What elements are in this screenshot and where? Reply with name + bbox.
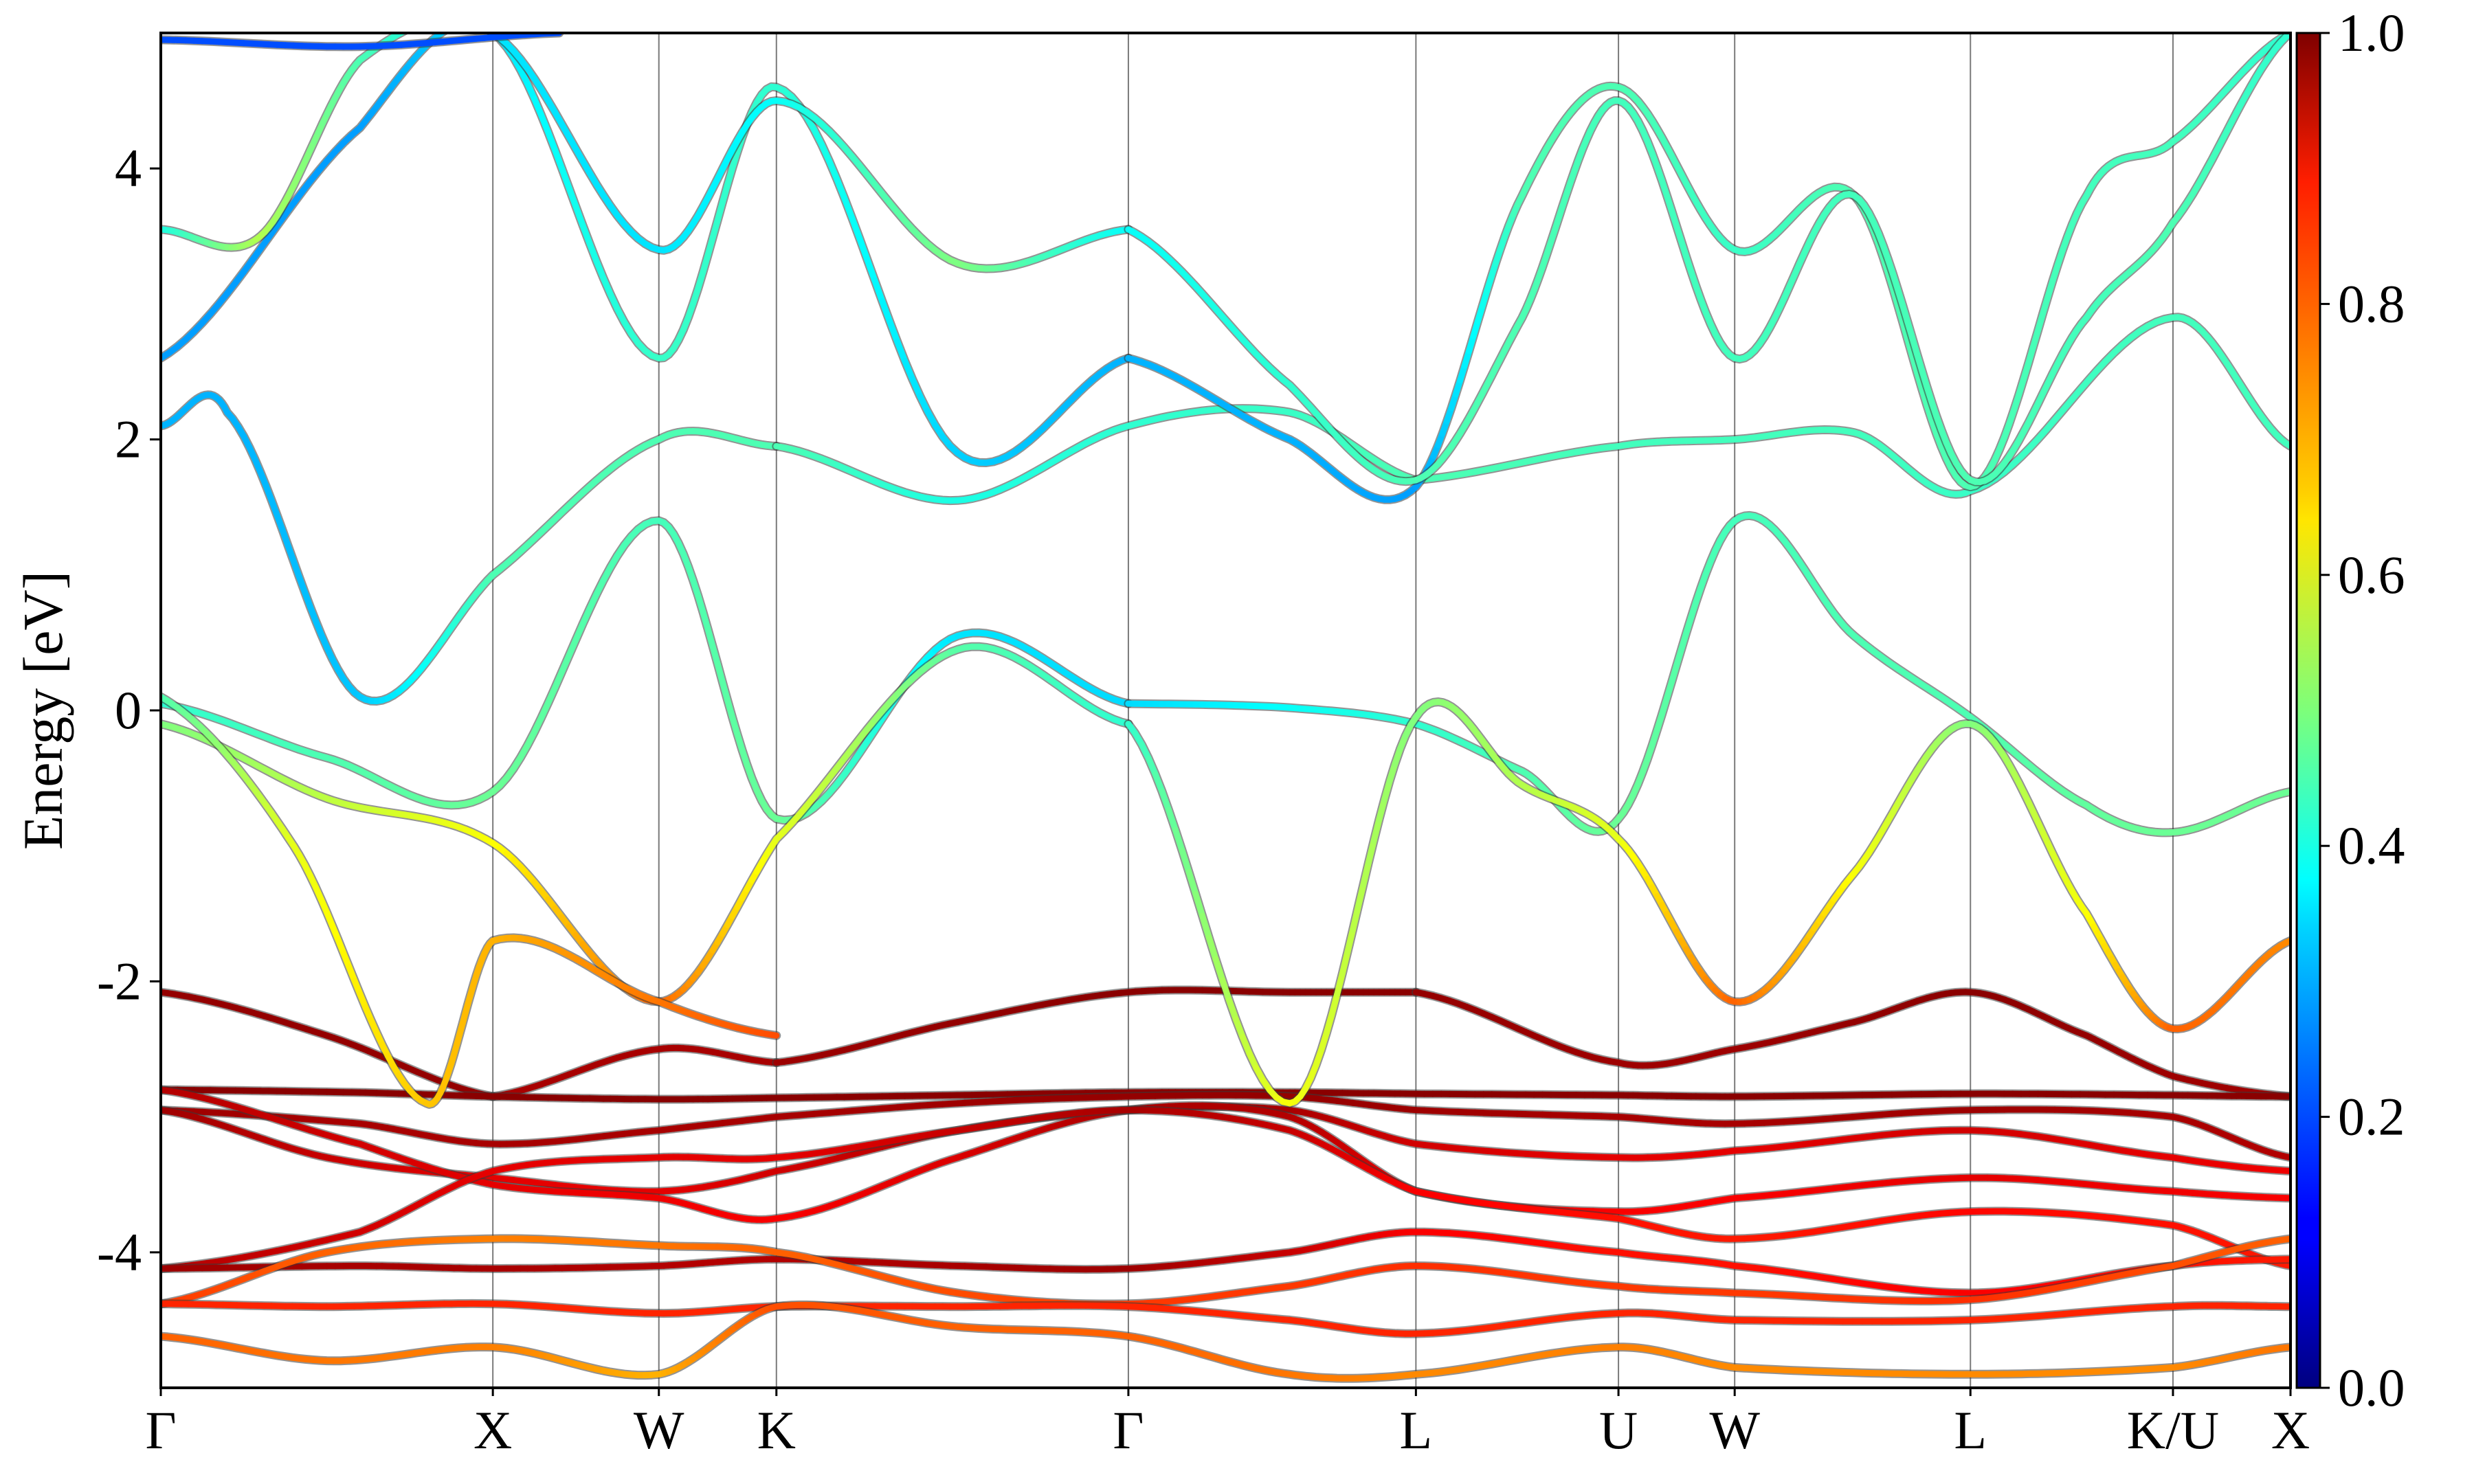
band-22 <box>1124 33 2291 504</box>
band-18 <box>161 390 781 706</box>
band-17 <box>161 692 781 1109</box>
band-segment <box>572 203 586 229</box>
band-outline <box>161 692 781 1109</box>
band-segment <box>1226 997 1239 1023</box>
band-segment <box>559 166 572 191</box>
band-11 <box>161 1298 2291 1338</box>
band-segment <box>579 222 593 247</box>
band-segment <box>856 235 871 262</box>
band-segment <box>1344 926 1357 956</box>
band-segment <box>476 24 482 27</box>
band-segment <box>566 184 579 210</box>
band-outline <box>161 642 1133 1007</box>
band-segment <box>1179 847 1192 875</box>
band-segment <box>1166 807 1179 833</box>
band-segment <box>415 24 421 26</box>
band-9 <box>161 1227 2291 1298</box>
band-segment <box>440 33 447 35</box>
band-segment <box>1192 890 1206 919</box>
band-segment <box>714 661 726 686</box>
band-lines <box>161 19 2291 1383</box>
band-segment <box>1159 788 1172 813</box>
band-segment <box>1381 778 1393 803</box>
band-14 <box>1124 510 2291 837</box>
band-segment <box>482 26 487 29</box>
band-segment <box>1350 903 1361 933</box>
band-segment <box>538 112 552 136</box>
band-segment <box>460 23 465 24</box>
band-segment <box>864 256 878 284</box>
band-outline <box>1124 697 2291 1108</box>
band-segment <box>482 26 487 30</box>
band-segment <box>902 357 916 383</box>
band-segment <box>460 19 465 21</box>
band-3 <box>1411 987 2291 1101</box>
band-21 <box>161 23 1133 467</box>
band-segment <box>432 19 438 21</box>
band-segment <box>894 338 909 364</box>
band-2 <box>772 985 1420 1068</box>
band-16 <box>1124 697 2291 1108</box>
band-segment <box>471 22 476 24</box>
band-12 <box>161 1300 2291 1383</box>
band-1 <box>488 1043 781 1101</box>
band-segment <box>1334 970 1346 998</box>
band-outline <box>161 33 1133 273</box>
band-segment <box>879 297 893 325</box>
band-segment <box>1355 881 1367 910</box>
band-segment <box>401 33 408 34</box>
band-segment <box>421 22 427 24</box>
band-segment <box>1328 991 1341 1018</box>
band-segment <box>476 24 482 26</box>
band-13 <box>161 516 1133 825</box>
band-8 <box>161 1105 2291 1273</box>
band-segment <box>1199 912 1212 941</box>
band-segment <box>1366 837 1377 866</box>
band-segment <box>1233 1016 1246 1041</box>
band-23 <box>161 19 1133 273</box>
band-segment <box>1339 949 1351 977</box>
band-outline <box>161 516 1133 825</box>
band-segment <box>1376 796 1388 823</box>
band-segment <box>1323 1011 1335 1037</box>
band-segment <box>552 147 566 172</box>
band-segment <box>1185 868 1199 897</box>
band-segment <box>454 24 460 26</box>
band-segment <box>1360 859 1372 888</box>
band-segment <box>465 20 471 21</box>
band-15 <box>161 642 1133 1007</box>
band-segment <box>427 21 432 22</box>
band-segment <box>871 277 886 304</box>
band-segment <box>849 214 863 242</box>
band-5 <box>161 1090 2291 1162</box>
band-7 <box>161 1085 2291 1224</box>
band-segment <box>1219 977 1233 1004</box>
band-segment <box>1212 956 1226 984</box>
band-segment <box>841 194 856 221</box>
band-segment <box>586 240 600 265</box>
band-segment <box>834 176 848 201</box>
band-segment <box>826 158 840 182</box>
band-segment <box>410 26 415 29</box>
band-outline <box>1411 313 2291 499</box>
band-segment <box>449 26 454 29</box>
band-segment <box>545 129 559 154</box>
band-20 <box>1411 313 2291 499</box>
band-segment <box>1172 827 1185 854</box>
band-segment <box>1370 816 1383 844</box>
band-segment <box>887 318 901 345</box>
band-outline <box>1124 33 2291 504</box>
band-segment <box>1205 934 1219 963</box>
band-0 <box>161 987 498 1101</box>
